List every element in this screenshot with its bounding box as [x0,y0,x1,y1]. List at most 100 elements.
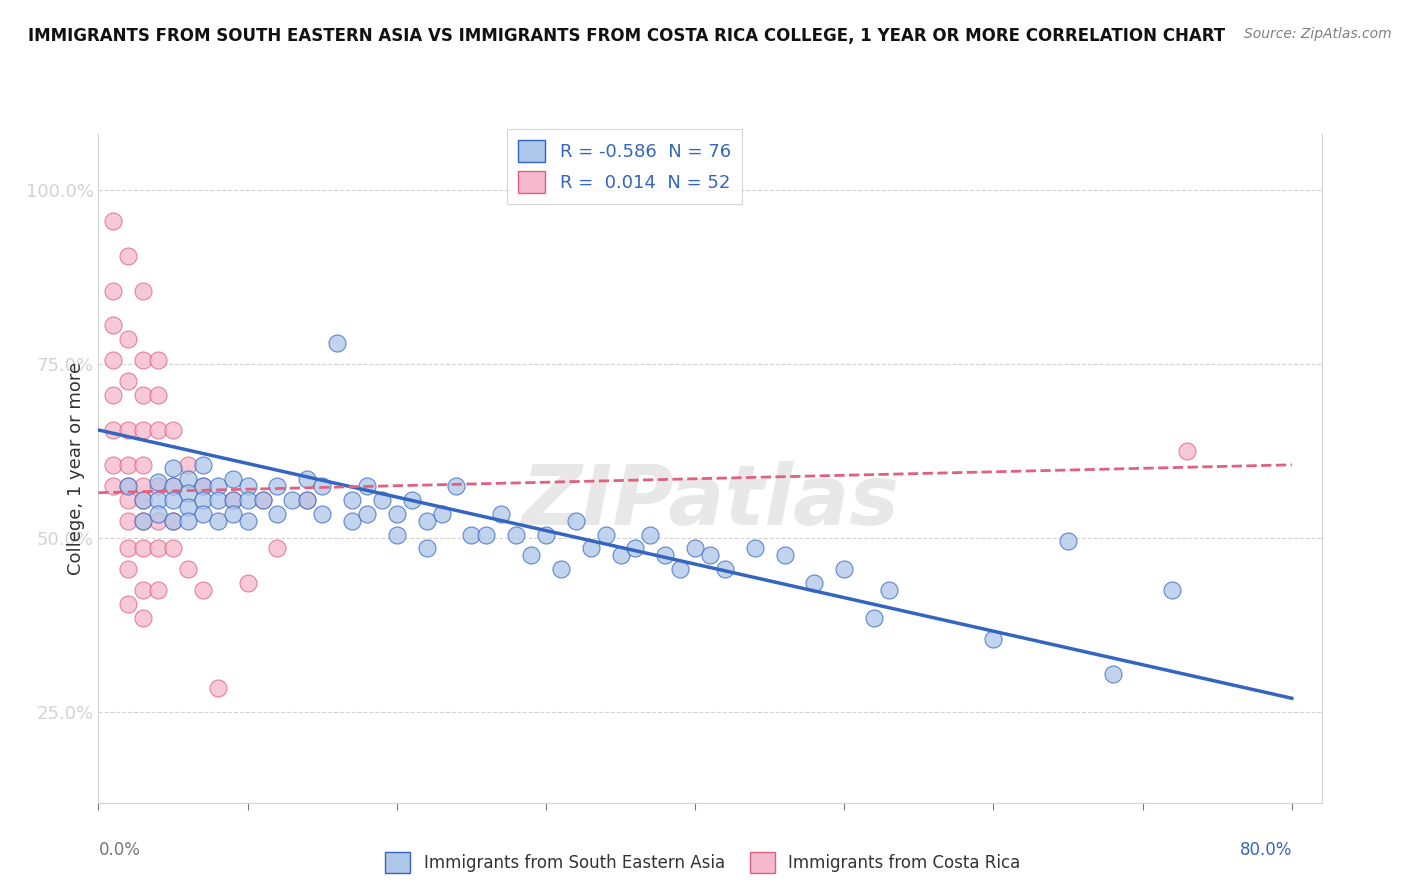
Point [326,335,349,350]
Point [832,562,855,576]
Point [401,492,423,507]
Point [103,318,125,333]
Point [146,583,169,598]
Point [236,492,259,507]
Point [177,500,200,514]
Point [132,492,155,507]
Point [1161,583,1184,598]
Point [1177,443,1199,458]
Point [489,507,512,521]
Point [146,514,169,528]
Point [609,549,631,563]
Point [207,479,229,493]
Legend: Immigrants from South Eastern Asia, Immigrants from Costa Rica: Immigrants from South Eastern Asia, Immi… [378,846,1028,880]
Point [371,492,394,507]
Point [146,479,169,493]
Point [177,472,200,486]
Point [236,479,259,493]
Point [311,479,333,493]
Point [297,492,319,507]
Point [415,541,437,556]
Point [624,541,647,556]
Point [117,541,139,556]
Point [146,507,169,521]
Point [983,632,1005,646]
Point [162,461,184,475]
Point [654,549,676,563]
Point [191,458,214,472]
Point [430,507,453,521]
Point [177,485,200,500]
Point [207,492,229,507]
Point [297,472,319,486]
Point [683,541,706,556]
Point [505,527,527,541]
Text: IMMIGRANTS FROM SOUTH EASTERN ASIA VS IMMIGRANTS FROM COSTA RICA COLLEGE, 1 YEAR: IMMIGRANTS FROM SOUTH EASTERN ASIA VS IM… [28,27,1225,45]
Point [117,562,139,576]
Point [281,492,304,507]
Point [146,388,169,402]
Point [236,514,259,528]
Text: ZIPatlas: ZIPatlas [522,461,898,542]
Point [475,527,498,541]
Point [297,492,319,507]
Point [595,527,617,541]
Y-axis label: College, 1 year or more: College, 1 year or more [66,362,84,574]
Point [103,458,125,472]
Point [534,527,557,541]
Point [103,214,125,228]
Point [191,583,214,598]
Point [132,458,155,472]
Point [146,423,169,437]
Point [207,681,229,695]
Point [221,472,243,486]
Point [640,527,662,541]
Point [415,514,437,528]
Point [1101,666,1123,681]
Point [146,353,169,368]
Point [191,479,214,493]
Point [132,583,155,598]
Point [103,388,125,402]
Point [520,549,543,563]
Point [146,541,169,556]
Point [132,388,155,402]
Point [117,374,139,388]
Point [191,479,214,493]
Point [550,562,572,576]
Point [579,541,602,556]
Text: 0.0%: 0.0% [98,841,141,859]
Point [162,423,184,437]
Point [385,527,408,541]
Point [744,541,766,556]
Point [162,492,184,507]
Point [162,514,184,528]
Point [177,562,200,576]
Point [356,507,378,521]
Point [565,514,588,528]
Point [221,492,243,507]
Point [103,479,125,493]
Point [117,514,139,528]
Point [266,507,288,521]
Point [1057,534,1080,549]
Point [311,507,333,521]
Point [117,479,139,493]
Point [266,479,288,493]
Point [877,583,900,598]
Point [177,514,200,528]
Point [132,492,155,507]
Point [103,284,125,298]
Legend: R = -0.586  N = 76, R =  0.014  N = 52: R = -0.586 N = 76, R = 0.014 N = 52 [508,129,741,204]
Point [863,611,886,625]
Point [162,514,184,528]
Point [356,479,378,493]
Point [132,514,155,528]
Point [340,514,363,528]
Point [132,541,155,556]
Point [162,541,184,556]
Point [103,353,125,368]
Point [191,492,214,507]
Point [146,492,169,507]
Point [252,492,274,507]
